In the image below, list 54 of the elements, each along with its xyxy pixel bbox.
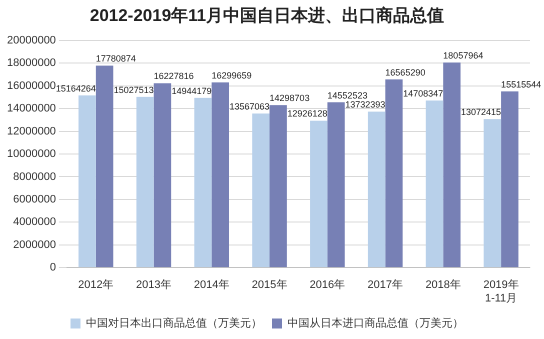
data-label: 15027513 (114, 84, 154, 95)
bar (310, 120, 328, 268)
data-label: 15515544 (501, 79, 542, 90)
y-tick-label: 12000000 (6, 125, 56, 138)
bar (385, 79, 403, 268)
x-tick-label: 2012年 (78, 279, 114, 292)
x-tick-label: 2015年 (252, 279, 288, 292)
bar (443, 62, 461, 268)
data-label: 13732393 (345, 100, 386, 110)
y-tick-label: 2000000 (13, 238, 56, 251)
x-tick-label: 2017年 (368, 279, 404, 292)
data-label: 13567063 (229, 101, 270, 112)
bar (368, 112, 386, 268)
bar (501, 91, 518, 268)
bar (136, 96, 154, 268)
y-tick-label: 0 (50, 262, 56, 274)
y-tick-label: 6000000 (13, 193, 56, 206)
x-tick-label: 2019年 1-11月 (483, 279, 519, 304)
y-tick-label: 16000000 (6, 80, 56, 92)
bar (484, 119, 502, 268)
x-tick-label: 2018年 (425, 279, 461, 292)
data-label: 16299659 (212, 70, 252, 80)
data-label: 16565290 (385, 67, 426, 78)
data-label: 14298703 (270, 93, 310, 104)
data-label: 13072415 (461, 107, 502, 118)
bar (252, 113, 270, 268)
bar (426, 100, 444, 268)
y-tick-label: 8000000 (13, 170, 56, 183)
y-tick-label: 4000000 (13, 216, 56, 228)
bar (78, 95, 96, 268)
data-label: 14552523 (327, 90, 368, 100)
y-tick-label: 20000000 (6, 34, 56, 46)
bar (270, 105, 287, 268)
bar (212, 82, 230, 268)
y-tick-label: 10000000 (6, 148, 56, 160)
bar (327, 102, 345, 268)
data-label: 16227816 (154, 71, 194, 82)
data-label: 17780874 (96, 54, 136, 64)
y-tick-label: 18000000 (6, 57, 56, 70)
legend-label: 中国对日本出口商品总值（万美元） (86, 316, 262, 330)
data-label: 15164264 (56, 83, 96, 94)
data-label: 18057964 (443, 50, 484, 60)
bar (96, 66, 114, 268)
data-label: 14944179 (172, 86, 212, 96)
x-tick-label: 2016年 (310, 279, 346, 292)
chart-title: 2012-2019年11月中国自日本进、出口商品总值 (90, 6, 444, 25)
data-label: 12926128 (287, 108, 328, 119)
bar (154, 83, 172, 268)
x-tick-label: 2014年 (194, 279, 230, 292)
bar (194, 98, 212, 268)
legend-label: 中国从日本进口商品总值（万美元） (288, 316, 464, 330)
data-label: 14708347 (403, 88, 444, 98)
x-tick-label: 2013年 (136, 279, 172, 292)
y-tick-label: 14000000 (6, 102, 56, 115)
